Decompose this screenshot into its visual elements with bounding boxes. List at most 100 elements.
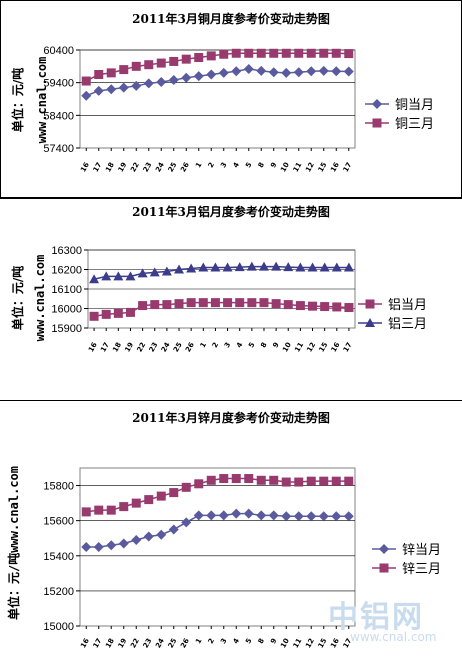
- data-point: [161, 266, 172, 276]
- data-point: [93, 85, 104, 96]
- data-point: [343, 511, 354, 522]
- y-tick-label: 15800: [43, 481, 74, 493]
- x-tick-label: 11: [293, 341, 305, 354]
- x-tick-label: 8: [257, 637, 266, 645]
- data-point: [150, 300, 160, 310]
- y-axis-label: 单位：元/吨www.cnal.com: [6, 466, 21, 620]
- data-point: [344, 49, 354, 59]
- x-tick-label: 10: [279, 637, 291, 650]
- series-line: [86, 512, 349, 548]
- data-point: [293, 67, 304, 78]
- y-tick-label: 16300: [51, 245, 82, 257]
- x-tick-label: 16: [330, 341, 342, 354]
- x-tick-label: 23: [148, 341, 160, 354]
- data-point: [283, 300, 293, 310]
- legend-label: 锌三月: [402, 562, 441, 577]
- data-point: [106, 505, 116, 515]
- data-point: [259, 298, 269, 308]
- data-point: [281, 67, 292, 78]
- data-point: [234, 262, 245, 272]
- y-tick-label: 57400: [43, 143, 74, 155]
- data-point: [93, 542, 104, 552]
- zinc-chart: 2011年3月锌月度参考价变动走势图1500015200154001560015…: [0, 400, 462, 650]
- data-point: [343, 66, 354, 77]
- data-point: [319, 48, 329, 58]
- legend-marker: [379, 563, 389, 573]
- data-point: [271, 261, 282, 271]
- data-point: [198, 298, 208, 308]
- x-tick-label: 15: [317, 637, 329, 650]
- x-tick-label: 19: [123, 341, 135, 354]
- x-tick-label: 18: [111, 341, 123, 354]
- x-tick-label: 16: [329, 161, 341, 174]
- x-tick-label: 4: [232, 637, 241, 645]
- data-point: [295, 301, 305, 311]
- data-point: [258, 261, 269, 271]
- legend-marker: [372, 99, 382, 109]
- data-point: [156, 77, 167, 88]
- x-tick-label: 18: [104, 637, 116, 650]
- data-point: [81, 507, 91, 517]
- x-tick-label: 12: [304, 161, 316, 174]
- x-tick-label: 16: [329, 637, 341, 650]
- data-point: [101, 309, 111, 319]
- legend-marker: [365, 299, 375, 309]
- data-point: [271, 299, 281, 309]
- data-point: [331, 511, 342, 522]
- plot-area: [79, 467, 356, 627]
- series-line: [85, 52, 349, 82]
- legend-label: 铝三月: [388, 317, 427, 332]
- data-point: [156, 58, 166, 68]
- data-point: [181, 482, 191, 492]
- data-point: [94, 70, 104, 79]
- data-point: [113, 308, 123, 318]
- x-tick-label: 23: [142, 161, 154, 174]
- x-tick-label: 16: [79, 637, 91, 650]
- data-point: [244, 474, 254, 484]
- series-line: [93, 265, 349, 280]
- data-point: [320, 302, 330, 312]
- x-tick-label: 4: [232, 161, 241, 169]
- data-point: [144, 60, 154, 70]
- data-point: [186, 298, 196, 308]
- copper-chart: 2011年3月铜月度参考价变动走势图 57400 58400 59400 60400 16…: [0, 0, 462, 198]
- data-point: [186, 263, 197, 273]
- data-point: [219, 49, 229, 59]
- data-point: [308, 301, 318, 311]
- data-point: [331, 66, 342, 77]
- x-tick-label: 26: [184, 341, 196, 354]
- data-point: [307, 262, 318, 272]
- data-point: [81, 542, 92, 552]
- x-tick-label: 11: [292, 161, 304, 174]
- data-point: [94, 505, 104, 515]
- legend-marker: [372, 118, 382, 128]
- data-point: [331, 48, 341, 58]
- copper-chart-panel: 2011年3月铜月度参考价变动走势图 57400 58400 59400 60400 16…: [0, 0, 462, 198]
- data-point: [89, 274, 100, 284]
- data-point: [247, 298, 257, 308]
- data-point: [344, 303, 354, 313]
- data-point: [181, 54, 191, 64]
- x-tick-label: 24: [160, 341, 172, 354]
- legend-marker: [365, 318, 375, 327]
- data-point: [218, 67, 229, 78]
- data-point: [231, 66, 242, 77]
- legend-label: 铜三月: [395, 117, 434, 132]
- legend-label: 锌当月: [402, 543, 441, 558]
- zinc-chart-panel: 2011年3月锌月度参考价变动走势图 15000 15200 15400 15600 15…: [0, 400, 462, 664]
- y-axis-url: www.cnal.com: [33, 255, 47, 342]
- data-point: [231, 474, 241, 484]
- data-point: [119, 65, 129, 75]
- data-point: [318, 511, 329, 522]
- data-point: [281, 511, 292, 522]
- data-point: [198, 262, 209, 272]
- data-point: [143, 78, 154, 89]
- x-tick-label: 3: [219, 161, 228, 169]
- data-point: [193, 510, 204, 521]
- x-tick-label: 12: [304, 637, 316, 650]
- data-point: [144, 495, 154, 505]
- y-tick-label: 15900: [51, 323, 82, 335]
- y-tick-label: 15200: [43, 586, 74, 598]
- x-tick-label: 5: [244, 161, 253, 169]
- x-tick-label: 17: [92, 637, 104, 650]
